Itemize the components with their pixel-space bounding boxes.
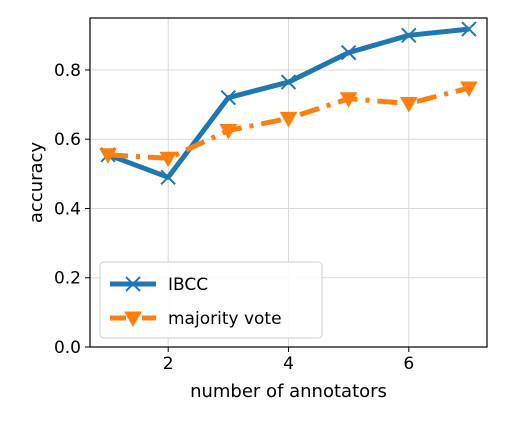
series-majority-vote (99, 81, 478, 168)
legend-item: IBCC (110, 275, 208, 295)
legend-swatch-marker (125, 276, 141, 292)
data-point (159, 151, 178, 168)
series-layer (99, 21, 478, 186)
x-tick-label: 4 (283, 354, 294, 374)
data-point (460, 81, 478, 97)
y-tick-label: 0.2 (54, 269, 81, 289)
legend: IBCC majority vote (99, 261, 323, 339)
data-point (219, 124, 238, 140)
x-tick-label: 6 (403, 354, 414, 374)
series-ibcc (100, 21, 477, 186)
legend-label: IBCC (168, 275, 208, 295)
data-point (339, 92, 358, 108)
data-point (280, 74, 297, 90)
y-tick-label: 0.6 (54, 130, 81, 150)
data-point (461, 21, 477, 37)
data-point (399, 97, 418, 113)
legend-items: IBCC majority vote (110, 275, 282, 329)
legend-item: majority vote (110, 309, 282, 329)
data-point (340, 44, 357, 61)
data-point (99, 148, 117, 164)
x-axis-label: number of annotators (190, 381, 387, 402)
y-axis-label: accuracy (26, 142, 47, 224)
x-tick-label: 2 (163, 354, 174, 374)
legend-label: majority vote (168, 309, 282, 329)
legend-swatch-marker (124, 311, 142, 328)
y-tick-label: 0.4 (54, 199, 81, 219)
y-tick-label: 0.8 (54, 61, 81, 81)
y-tick-label: 0.0 (54, 338, 81, 358)
data-point (279, 111, 298, 128)
ticks-layer: 2 4 6 0.0 0.2 0.4 0.6 0.8 (54, 61, 414, 374)
data-point (220, 89, 237, 106)
data-point (160, 169, 176, 186)
data-point (401, 27, 417, 44)
